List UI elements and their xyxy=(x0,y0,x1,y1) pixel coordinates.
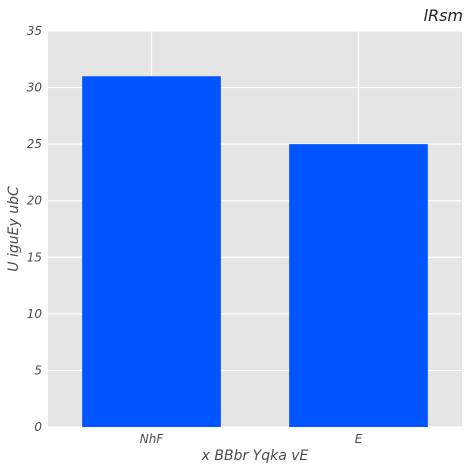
y-tick-label: 15 xyxy=(27,250,42,264)
y-tick-label: 35 xyxy=(27,24,42,38)
x-tick-labels: NhF E xyxy=(140,432,363,446)
bar-NhF xyxy=(82,76,221,427)
y-axis-label: U iguEy ubC xyxy=(6,186,22,272)
y-tick-label: 30 xyxy=(27,81,43,95)
x-tick-label: NhF xyxy=(140,432,165,446)
y-tick-label: 10 xyxy=(27,307,43,321)
y-tick-label: 20 xyxy=(27,194,43,208)
y-tick-label: 25 xyxy=(27,137,42,151)
chart-title: lRsm xyxy=(424,6,463,25)
bars xyxy=(82,76,428,427)
x-tick-label: E xyxy=(355,432,363,446)
bar-E xyxy=(289,144,428,427)
y-tick-labels: 0 5 10 15 20 25 30 35 xyxy=(27,24,43,434)
y-tick-label: 0 xyxy=(34,420,42,434)
y-tick-label: 5 xyxy=(34,363,42,377)
x-axis-label: x BBbr Yqka vE xyxy=(201,448,309,464)
